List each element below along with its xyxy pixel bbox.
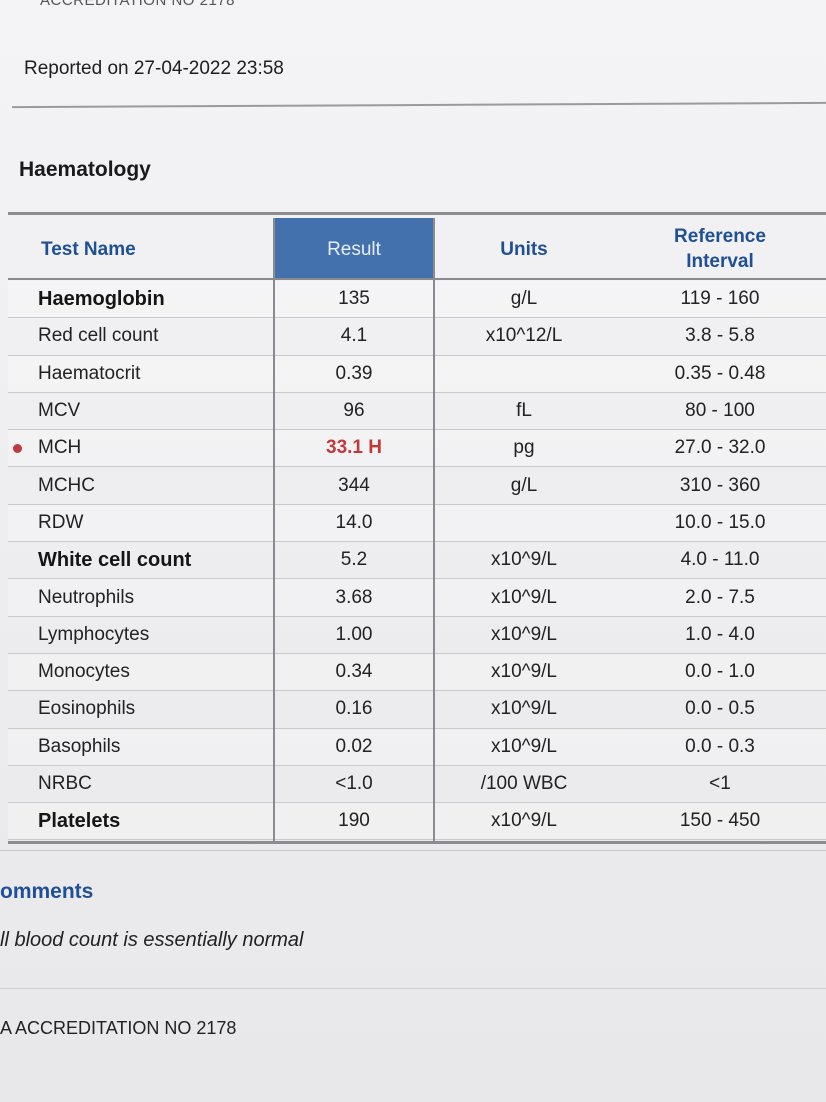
result-value: 190 [338, 810, 370, 832]
test-name: Basophils [38, 735, 121, 757]
units-value [434, 505, 614, 541]
test-name: Haemoglobin [38, 287, 165, 310]
test-name: Haematocrit [38, 362, 141, 384]
units-value: x10^9/L [491, 698, 557, 720]
reference-interval-value: <1 [709, 773, 731, 794]
table-row: NRBC <1.0/100 WBC <1 [8, 766, 826, 804]
result-value: 1.00 [335, 623, 373, 645]
divider [12, 101, 826, 109]
reference-interval-value: 2.0 - 7.5 [685, 586, 755, 608]
units-value: x10^12/L [485, 325, 563, 347]
units-value: x10^9/L [491, 735, 557, 757]
reference-interval-value: 4.0 - 11.0 [680, 549, 760, 571]
comments-text: ll blood count is essentially normal [0, 929, 304, 951]
header-result: Result [274, 218, 434, 280]
table-row: Eosinophils 0.16 x10^9/L 0.0 - 0.5 [8, 691, 826, 729]
test-name: Platelets [38, 809, 121, 832]
column-divider [273, 218, 275, 841]
result-value: 33.1 H [326, 437, 382, 459]
cut-off-header-text: ACCREDITATION NO 2178 [40, 0, 235, 9]
table-header: Test Name Result Units Reference Interva… [8, 218, 826, 280]
table-row: Haematocrit 0.39 0.35 - 0.48 [8, 355, 826, 393]
reference-interval-value: 0.35 - 0.48 [674, 362, 766, 384]
table-bottom-rule [8, 840, 826, 844]
test-name: MCH [38, 437, 82, 459]
header-reference-interval: Reference Interval [674, 226, 766, 272]
table-row: Lymphocytes 1.00 x10^9/L 1.0 - 4.0 [8, 617, 826, 654]
result-value: 4.1 [340, 325, 368, 347]
divider [0, 988, 826, 989]
test-name: White cell count [38, 548, 192, 571]
table-body: Haemoglobin 135 g/L 119 - 160 Red cell count… [8, 281, 826, 841]
table-row: Haemoglobin 135 g/L 119 - 160 [8, 281, 826, 319]
result-value: <1.0 [335, 773, 373, 794]
reference-interval-value: 119 - 160 [680, 288, 760, 310]
table-row: Basophils 0.02 x10^9/L 0.0 - 0.3 [8, 728, 826, 766]
result-value: 0.16 [335, 698, 373, 720]
result-value: 0.34 [335, 661, 373, 683]
test-name: Lymphocytes [38, 623, 150, 645]
units-value: x10^9/L [491, 661, 557, 683]
result-value: 0.39 [335, 362, 373, 384]
units-value: x10^9/L [491, 549, 557, 571]
reference-interval-value: 0.0 - 1.0 [685, 661, 755, 683]
result-value: 344 [338, 474, 370, 496]
reference-interval-value: 0.0 - 0.5 [685, 698, 755, 720]
reference-interval-value: 310 - 360 [679, 474, 761, 496]
result-value: 3.68 [335, 586, 373, 608]
units-value: x10^9/L [491, 623, 557, 645]
table-row: Platelets 190 x10^9/L 150 - 450 [8, 803, 826, 841]
header-test-name: Test Name [41, 238, 136, 260]
table-row: MCH 33.1 H pg 27.0 - 32.0 [8, 430, 826, 468]
test-name: MCHC [38, 474, 95, 496]
test-name: Red cell count [38, 325, 159, 347]
units-value: x10^9/L [491, 586, 557, 608]
table-row: White cell count 5.2 x10^9/L 4.0 - 11.0 [8, 542, 826, 580]
reference-interval-value: 0.0 - 0.3 [685, 735, 755, 757]
units-value: g/L [510, 474, 538, 496]
table-row: Neutrophils 3.68 x10^9/L 2.0 - 7.5 [8, 579, 826, 617]
result-value: 0.02 [335, 735, 373, 757]
units-value: x10^9/L [491, 810, 557, 832]
result-value: 135 [338, 288, 370, 310]
reference-interval-value: 1.0 - 4.0 [685, 623, 755, 645]
test-name: NRBC [38, 773, 92, 794]
reference-interval-value: 27.0 - 32.0 [674, 437, 766, 459]
divider [0, 850, 826, 851]
table-row: Red cell count 4.1 x10^12/L 3.8 - 5.8 [8, 318, 826, 356]
column-divider [433, 218, 435, 841]
result-value: 14.0 [335, 511, 373, 533]
reference-interval-value: 150 - 450 [679, 810, 761, 832]
result-value: 5.2 [340, 549, 368, 571]
table-row: Monocytes 0.34 x10^9/L 0.0 - 1.0 [8, 653, 826, 692]
units-value: fL [516, 400, 532, 422]
accreditation-text: A ACCREDITATION NO 2178 [0, 1018, 237, 1038]
reference-interval-value: 10.0 - 15.0 [674, 511, 766, 533]
units-value: pg [513, 437, 535, 459]
reported-on-timestamp: Reported on 27-04-2022 23:58 [24, 58, 284, 79]
reference-interval-value: 3.8 - 5.8 [685, 325, 755, 347]
section-title: Haematology [19, 158, 151, 181]
units-value: g/L [510, 288, 538, 310]
table-row: MCV 96 fL 80 - 100 [8, 393, 826, 431]
test-name: MCV [38, 400, 81, 422]
test-name: Monocytes [38, 661, 130, 683]
units-value: /100 WBC [480, 773, 568, 794]
reference-interval-value: 80 - 100 [685, 400, 755, 422]
result-value: 96 [343, 400, 365, 422]
table-row: RDW 14.0 10.0 - 15.0 [8, 504, 826, 543]
test-name: RDW [38, 511, 84, 533]
table-row: MCHC 344 g/L 310 - 360 [8, 467, 826, 505]
units-value [434, 356, 614, 392]
header-rule [8, 278, 826, 280]
comments-heading: omments [0, 880, 94, 903]
test-name: Eosinophils [38, 698, 136, 720]
abnormal-flag-icon [13, 444, 22, 454]
table-top-rule [8, 212, 826, 215]
test-name: Neutrophils [38, 586, 135, 608]
header-units: Units [500, 238, 548, 260]
